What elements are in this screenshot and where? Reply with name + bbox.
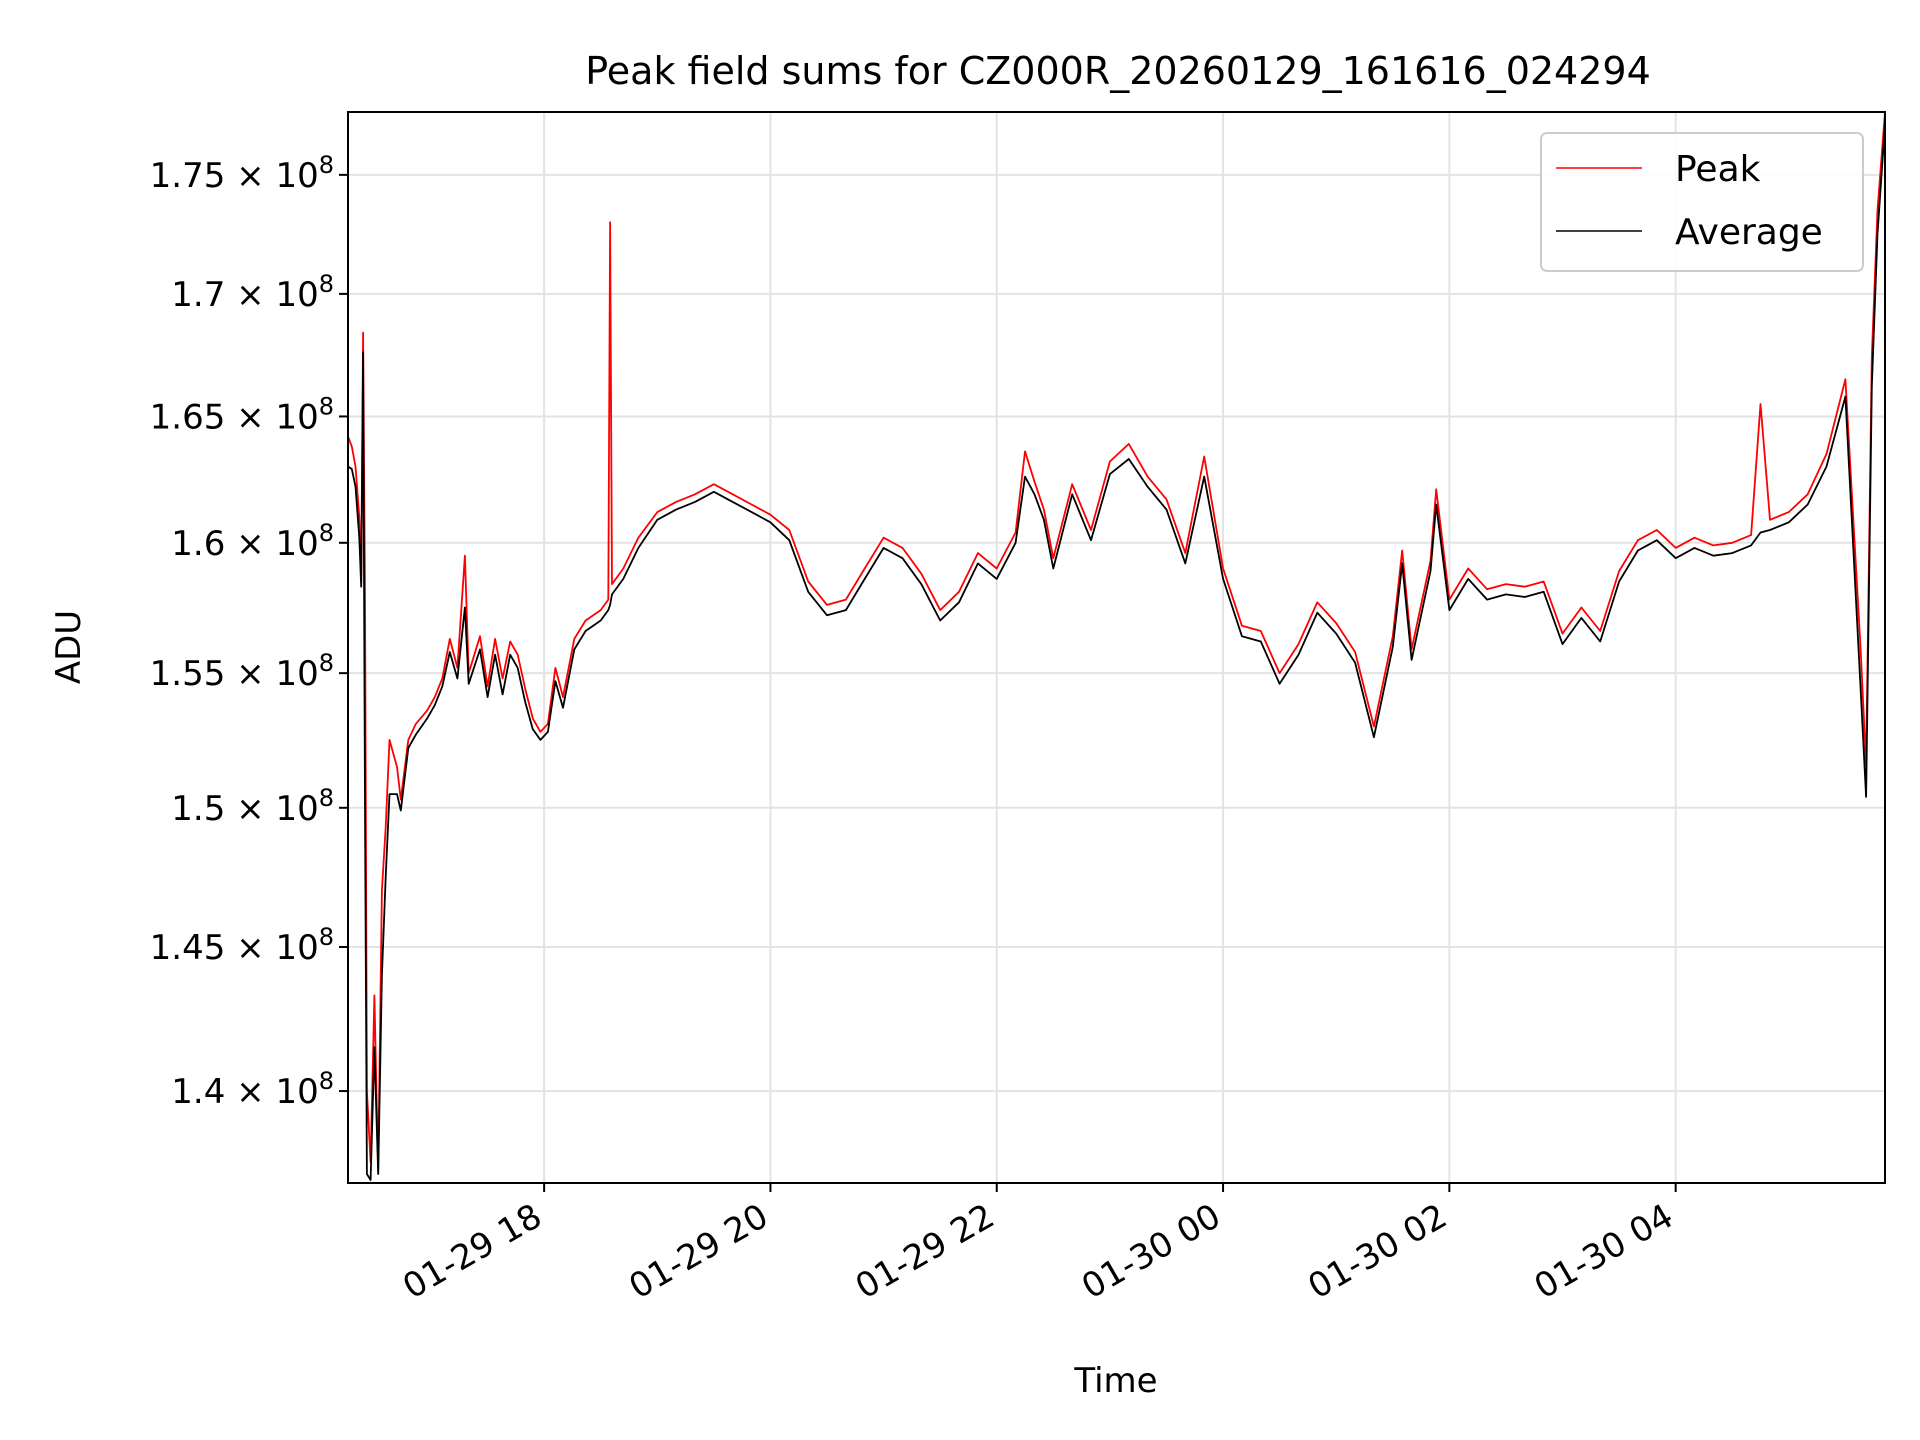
series-line-peak <box>348 112 1885 1172</box>
legend-label-average: Average <box>1675 212 1823 253</box>
y-tick-label: 1.65 × 108 <box>150 392 334 437</box>
grid <box>348 112 1885 1183</box>
y-tick-label: 1.6 × 108 <box>171 519 334 564</box>
y-tick-label: 1.75 × 108 <box>150 151 334 196</box>
plot-area <box>348 112 1885 1181</box>
y-tick-label: 1.5 × 108 <box>171 784 334 829</box>
y-axis: 1.4 × 108 1.45 × 108 1.5 × 108 1.55 × 108 1.… <box>150 151 348 1112</box>
series-line-average <box>348 123 1885 1181</box>
y-tick-label: 1.7 × 108 <box>171 270 334 315</box>
y-axis-label: ADU <box>49 610 89 684</box>
x-axis-label: Time <box>1073 1361 1157 1401</box>
legend: Peak Average <box>1540 132 1864 272</box>
y-tick-label: 1.45 × 108 <box>150 923 334 968</box>
y-tick-label: 1.55 × 108 <box>150 649 334 694</box>
y-tick-label: 1.4 × 108 <box>171 1067 334 1112</box>
chart-title: Peak field sums for CZ000R_20260129_1616… <box>585 49 1651 93</box>
plot-frame <box>347 111 1886 1184</box>
legend-label-peak: Peak <box>1675 149 1761 190</box>
